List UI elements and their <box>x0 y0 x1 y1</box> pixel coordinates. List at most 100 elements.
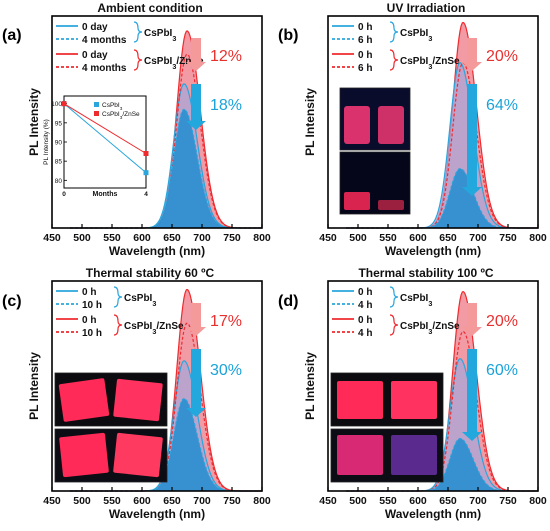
legend-brace <box>389 314 399 336</box>
legend-label: 6 h <box>358 35 372 46</box>
x-tick-label: 800 <box>253 495 271 507</box>
legend-brace <box>113 314 123 336</box>
panel-label: (b) <box>278 27 298 44</box>
inset-chart: 80 85 90 95 100 0 4 Months PL Intensity (%) CsPbI… <box>43 95 149 198</box>
inset-x-tick-label: 0 <box>62 191 66 198</box>
x-tick-label: 500 <box>349 232 367 244</box>
legend-group-label: CsPbI3 <box>400 293 432 308</box>
blue-percent: 30% <box>210 362 242 379</box>
inset-point <box>143 170 149 176</box>
legend-brace <box>389 21 399 43</box>
x-tick-label: 500 <box>73 232 91 244</box>
inset-legend-label: CsPbI3 <box>102 102 123 111</box>
x-tick-label: 700 <box>469 232 487 244</box>
legend-label: 6 h <box>358 63 372 74</box>
plot-frame <box>51 280 263 492</box>
legend-label: 0 h <box>82 287 96 298</box>
inset-y-tick-label: 95 <box>55 120 63 127</box>
red-arrow <box>186 38 206 71</box>
y-axis-label: PL Intensity <box>27 88 41 156</box>
legend-label: 4 months <box>82 35 127 46</box>
x-tick-label: 600 <box>409 232 427 244</box>
inset-legend-marker <box>94 102 99 107</box>
legend-brace <box>389 286 399 308</box>
x-tick-label: 550 <box>103 495 121 507</box>
x-axis-label: Wavelength (nm) <box>385 244 481 258</box>
red-percent: 20% <box>486 48 518 65</box>
x-tick-label: 750 <box>223 495 241 507</box>
x-axis-label: Wavelength (nm) <box>109 507 205 521</box>
x-axis-label: Wavelength (nm) <box>109 244 205 258</box>
panel-label: (c) <box>2 293 22 310</box>
inset-point <box>143 151 149 156</box>
x-tick-label: 550 <box>379 232 397 244</box>
x-tick-label: 650 <box>163 232 181 244</box>
x-tick-label: 800 <box>529 232 547 244</box>
x-tick-label: 600 <box>133 495 151 507</box>
x-tick-label: 650 <box>439 495 457 507</box>
inset-x-tick-label: 4 <box>144 191 148 198</box>
inset-y-label: PL Intensity (%) <box>43 119 50 165</box>
x-tick-label: 700 <box>193 495 211 507</box>
legend-label: 0 h <box>358 50 372 61</box>
chart-title: Ambient condition <box>97 1 202 15</box>
legend-label: 0 day <box>82 50 108 61</box>
inset-y-tick-label: 100 <box>51 101 62 108</box>
plot-frame <box>51 15 263 229</box>
panel-b: UV Irradiation (b) 450 500 550 600 650 700 750 80… <box>278 1 547 258</box>
inset-y-tick-label: 90 <box>55 140 63 147</box>
legend-label: 0 h <box>358 315 372 326</box>
x-tick-label: 650 <box>439 232 457 244</box>
x-axis-label: Wavelength (nm) <box>385 507 481 521</box>
x-tick-label: 500 <box>73 495 91 507</box>
film <box>337 435 383 475</box>
legend-label: 0 h <box>358 287 372 298</box>
vial <box>378 106 404 144</box>
vial <box>378 200 404 210</box>
legend-group-label: CsPbI3 <box>400 28 432 43</box>
film <box>113 432 163 478</box>
x-tick-label: 450 <box>319 232 337 244</box>
plot-frame <box>327 280 539 492</box>
plot-frame <box>327 15 539 229</box>
legend-label: 4 months <box>82 63 127 74</box>
film <box>58 378 110 422</box>
legend-group-label: CsPbI3/ZnSe <box>144 56 204 71</box>
legend-label: 0 day <box>82 22 108 33</box>
legend-brace <box>389 49 399 71</box>
inset-y-tick-label: 80 <box>55 178 63 185</box>
x-tick-label: 450 <box>43 232 61 244</box>
red-percent: 12% <box>210 48 242 65</box>
film <box>391 381 437 419</box>
legend-group-label: CsPbI3 <box>144 28 176 43</box>
x-tick-label: 650 <box>163 495 181 507</box>
inset-legend-label: CsPbI3/ZnSe <box>102 111 140 120</box>
inset-series-line <box>63 103 147 174</box>
x-tick-label: 500 <box>349 495 367 507</box>
x-tick-label: 450 <box>43 495 61 507</box>
x-tick-label: 550 <box>103 232 121 244</box>
legend-group-label: CsPbI3/ZnSe <box>124 321 184 336</box>
inset-point <box>61 101 67 107</box>
x-tick-label: 750 <box>499 495 517 507</box>
film <box>113 378 163 422</box>
x-tick-label: 750 <box>499 232 517 244</box>
red-percent: 20% <box>486 313 518 330</box>
film <box>391 435 437 475</box>
blue-arrow <box>186 84 206 130</box>
blue-arrow <box>462 349 482 441</box>
legend-group-label: CsPbI3/ZnSe <box>400 56 460 71</box>
legend-brace <box>133 49 143 71</box>
x-tick-label: 700 <box>193 232 211 244</box>
inset-legend-marker <box>94 111 99 116</box>
y-axis-label: PL Intensity <box>303 88 317 156</box>
x-tick-label: 600 <box>133 232 151 244</box>
blue-arrow <box>462 84 482 196</box>
inset-series-line <box>63 103 147 154</box>
blue-percent: 64% <box>486 97 518 114</box>
x-tick-label: 700 <box>469 495 487 507</box>
inset-x-label: Months <box>93 191 118 198</box>
inset-y-tick-label: 85 <box>55 159 63 166</box>
x-tick-label: 600 <box>409 495 427 507</box>
